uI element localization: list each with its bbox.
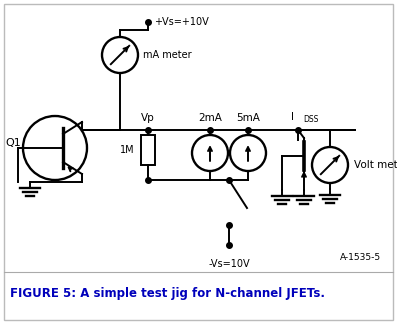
Text: Q1: Q1	[5, 138, 21, 148]
Text: +Vs=+10V: +Vs=+10V	[154, 17, 209, 27]
Text: FIGURE 5: A simple test jig for N-channel JFETs.: FIGURE 5: A simple test jig for N-channe…	[10, 286, 325, 299]
Text: -Vs=10V: -Vs=10V	[208, 259, 250, 269]
Text: Volt meter: Volt meter	[354, 160, 397, 170]
Text: mA meter: mA meter	[143, 50, 192, 60]
Text: DSS: DSS	[303, 114, 318, 123]
Text: 5mA: 5mA	[236, 113, 260, 123]
Text: A-1535-5: A-1535-5	[339, 253, 381, 262]
Text: 1M: 1M	[119, 145, 134, 155]
Bar	[141, 135, 155, 165]
Text: Vp: Vp	[141, 113, 155, 123]
Text: 2mA: 2mA	[198, 113, 222, 123]
Text: I: I	[291, 112, 295, 122]
